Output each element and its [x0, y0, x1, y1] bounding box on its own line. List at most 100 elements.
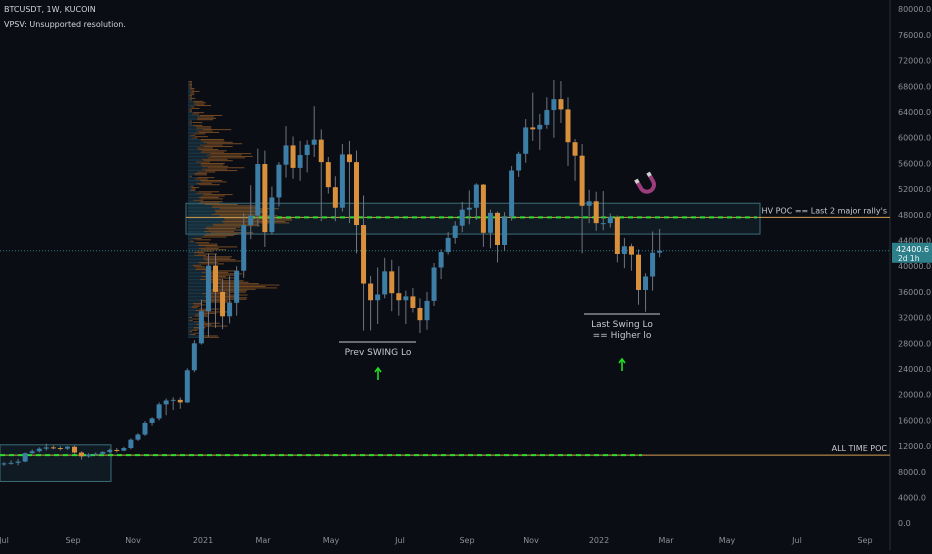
- x-tick-label: Nov: [523, 536, 539, 545]
- volume-profile-bar-up: [188, 119, 197, 121]
- volume-profile-bar-up: [188, 150, 202, 152]
- volume-profile-bar-up: [188, 287, 220, 289]
- volume-profile-bar-down: [198, 196, 219, 198]
- candles: [1, 79, 663, 467]
- magnet-body: [636, 175, 656, 194]
- candle-body: [480, 184, 486, 233]
- volume-profile-bar-down: [193, 122, 203, 124]
- y-tick-label: 76000.0: [898, 31, 931, 40]
- volume-profile-bar-up: [188, 110, 190, 112]
- volume-profile-bar-up: [188, 146, 204, 148]
- volume-profile-bar-up: [188, 155, 211, 157]
- candle-body: [43, 447, 49, 449]
- volume-profile-bar-down: [204, 230, 235, 232]
- y-tick-label: 24000.0: [898, 365, 931, 374]
- candle-body: [163, 400, 169, 405]
- volume-profile-bar-down: [215, 285, 266, 287]
- candle-body: [565, 109, 571, 143]
- candle-body: [79, 452, 85, 457]
- volume-profile-bar-up: [188, 294, 209, 296]
- volume-profile-bar-up: [188, 170, 206, 172]
- candle-body: [438, 252, 444, 268]
- volume-profile-bar-up: [188, 317, 190, 319]
- volume-profile-bar-down: [196, 127, 212, 129]
- volume-profile-bar-up: [188, 131, 199, 133]
- volume-profile-bar-up: [188, 220, 223, 222]
- volume-profile-bar-down: [192, 318, 201, 320]
- volume-profile-bar-down: [196, 130, 213, 132]
- candle-body: [424, 300, 430, 321]
- volume-profile-bar-up: [188, 242, 196, 244]
- candle-body: [50, 447, 56, 449]
- volume-profile-bar-up: [188, 198, 201, 200]
- y-tick-label: 36000.0: [898, 288, 931, 297]
- volume-profile-bar-up: [188, 172, 195, 174]
- candle-body: [15, 461, 21, 463]
- candle-body: [170, 399, 176, 401]
- price-tag-bg: [892, 242, 932, 263]
- volume-profile-bar-down: [200, 195, 225, 197]
- volume-profile-bar-down: [200, 163, 225, 165]
- volume-profile-bar-up: [188, 116, 198, 118]
- volume-profile-bar-up: [188, 257, 203, 259]
- volume-profile-bar-down: [189, 123, 192, 125]
- volume-profile-bar-down: [194, 172, 207, 174]
- candle: [361, 195, 367, 331]
- volume-profile-bar-up: [188, 189, 191, 191]
- candle: [473, 183, 479, 220]
- volume-profile-bar-up: [188, 86, 190, 88]
- volume-profile-bar-up: [188, 105, 197, 107]
- volume-profile-bar-up: [188, 310, 196, 312]
- volume-profile-bar-up: [188, 126, 197, 128]
- candle: [149, 417, 155, 426]
- candle-body: [537, 124, 543, 130]
- candle-body: [297, 155, 303, 168]
- volume-profile-bar-up: [188, 315, 196, 317]
- volume-profile-bar-down: [200, 138, 224, 140]
- volume-profile-bar-down: [189, 86, 192, 88]
- volume-profile-bar-up: [188, 204, 206, 206]
- consolidation-zone: [0, 444, 112, 482]
- volume-profile-bar-up: [188, 240, 191, 242]
- volume-profile-bar-up: [188, 141, 204, 143]
- candle: [269, 186, 275, 235]
- last-price-value: 42400.6: [896, 245, 929, 254]
- volume-profile-bar-up: [188, 209, 215, 211]
- volume-profile-bar-up: [188, 178, 195, 180]
- y-tick-label: 80000.0: [898, 5, 931, 14]
- candle-body: [600, 223, 606, 225]
- candle: [445, 232, 451, 255]
- magnet-tip: [646, 171, 652, 178]
- volume-profile-bar-up: [188, 249, 202, 251]
- candle: [304, 140, 310, 173]
- x-tick-label: May: [323, 536, 340, 545]
- volume-profile-bar-down: [198, 191, 220, 193]
- candle-body: [86, 454, 92, 457]
- volume-profile-bar-up: [188, 297, 209, 299]
- candle: [255, 148, 261, 227]
- volume-profile-bar-up: [188, 230, 205, 232]
- candle-body: [431, 267, 437, 301]
- volume-profile-bar-up: [188, 311, 202, 313]
- volume-profile-bar-up: [188, 269, 196, 271]
- volume-profile-bar-down: [192, 305, 200, 307]
- candle-body: [523, 127, 529, 154]
- y-tick-label: 52000.0: [898, 185, 931, 194]
- symbol-title: BTCUSDT, 1W, KUCOIN: [4, 5, 96, 14]
- candle-body: [332, 187, 338, 208]
- volume-profile-bar-down: [201, 236, 227, 238]
- candle: [121, 446, 127, 452]
- volume-profile-bar-up: [188, 130, 197, 132]
- volume-profile-bar-up: [188, 124, 193, 126]
- volume-profile-bar-up: [188, 324, 197, 326]
- volume-profile-bar-down: [206, 154, 242, 156]
- volume-profile-bar-down: [205, 274, 239, 276]
- volume-profile-bar-down: [212, 205, 259, 207]
- volume-profile-bar-down: [204, 259, 236, 261]
- candle: [1, 462, 7, 467]
- volume-profile-bar-up: [188, 335, 199, 337]
- volume-profile-bar-down: [192, 90, 200, 92]
- volume-profile-bar-up: [188, 219, 225, 221]
